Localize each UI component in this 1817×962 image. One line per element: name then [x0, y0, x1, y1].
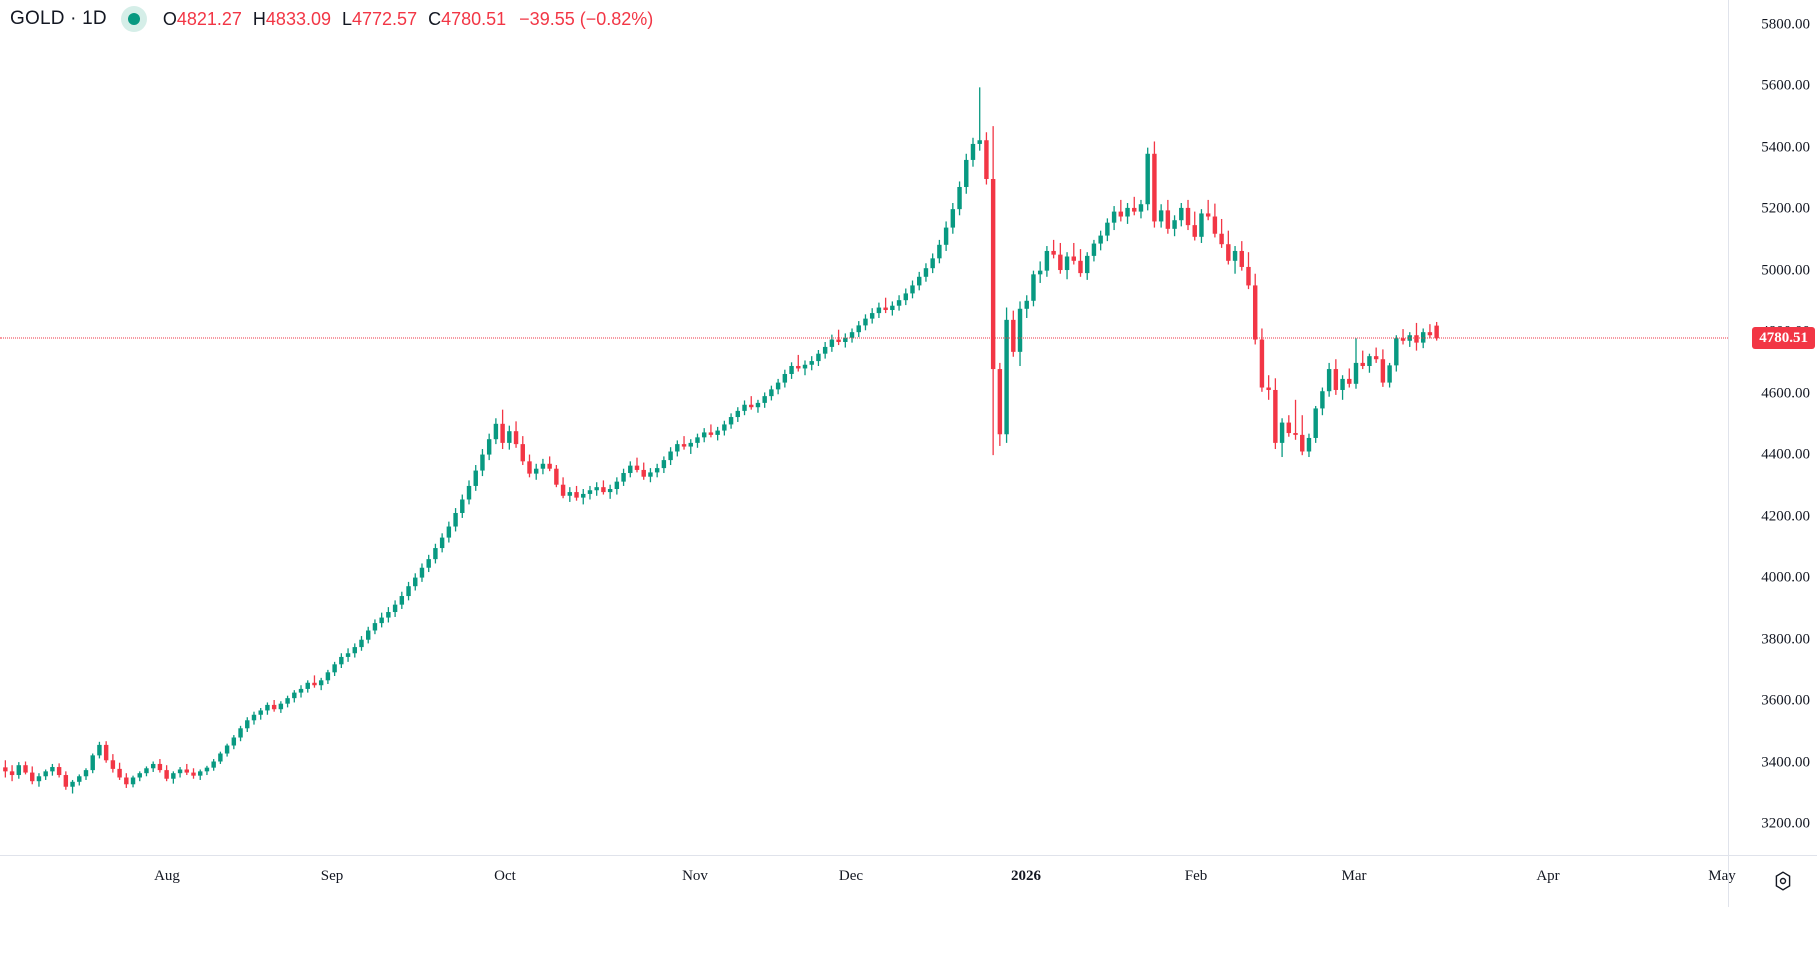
time-tick: Sep: [320, 868, 344, 884]
time-tick: Feb: [1184, 868, 1208, 884]
time-tick: Oct: [494, 868, 516, 884]
time-tick: Apr: [1536, 868, 1560, 884]
price-axis[interactable]: 5800.005600.005400.005200.005000.004800.…: [1728, 0, 1817, 855]
time-tick: May: [1708, 868, 1736, 884]
gear-icon[interactable]: [1770, 868, 1796, 894]
open-tag: O: [162, 8, 177, 29]
price-tick: 4400.00: [1761, 446, 1810, 463]
time-tick: Aug: [154, 868, 180, 884]
price-tick: 4600.00: [1761, 385, 1810, 402]
time-tick: Dec: [838, 868, 864, 884]
symbol-title[interactable]: GOLD · 1D: [10, 8, 107, 29]
high-tag: H: [252, 8, 266, 29]
price-tick: 4000.00: [1761, 569, 1810, 586]
time-axis[interactable]: Aug Sep Oct Nov Dec 2026 Feb Mar Apr May: [0, 855, 1817, 907]
price-tick: 5000.00: [1761, 262, 1810, 279]
price-tick: 5400.00: [1761, 139, 1810, 156]
price-tick: 3200.00: [1761, 815, 1810, 832]
candlestick-series: [3, 87, 1439, 794]
price-tick: 4200.00: [1761, 508, 1810, 525]
price-tick: 3600.00: [1761, 692, 1810, 709]
high-value: 4833.09: [265, 8, 331, 29]
time-tick: Mar: [1341, 868, 1367, 884]
time-tick: Nov: [682, 868, 708, 884]
price-tick: 5200.00: [1761, 200, 1810, 217]
price-tick: 5800.00: [1761, 16, 1810, 33]
market-dot: [127, 13, 140, 25]
low-tag: L: [342, 8, 353, 29]
low-value: 4772.57: [352, 8, 418, 29]
time-tick: 2026: [1011, 868, 1041, 884]
ohlc-legend: O 4821.27 H 4833.09 L 4772.57 C 4780.51 …: [163, 9, 653, 30]
market-open-dot-icon[interactable]: [120, 6, 147, 32]
open-value: 4821.27: [176, 8, 242, 29]
close-value: 4780.51: [441, 8, 507, 29]
current-price-line: [0, 337, 1728, 339]
chart-legend: GOLD · 1D O 4821.27 H 4833.09 L 4772.57 …: [10, 6, 653, 32]
price-tick: 5600.00: [1761, 77, 1810, 94]
price-tick: 3800.00: [1761, 631, 1810, 648]
chart-plot-area[interactable]: [0, 0, 1728, 855]
price-change: −39.55 (−0.82%): [519, 8, 654, 29]
current-price-tag[interactable]: 4780.51: [1752, 327, 1815, 350]
axis-corner-divider: [1728, 855, 1729, 907]
close-tag: C: [428, 8, 442, 29]
price-tick: 3400.00: [1761, 754, 1810, 771]
